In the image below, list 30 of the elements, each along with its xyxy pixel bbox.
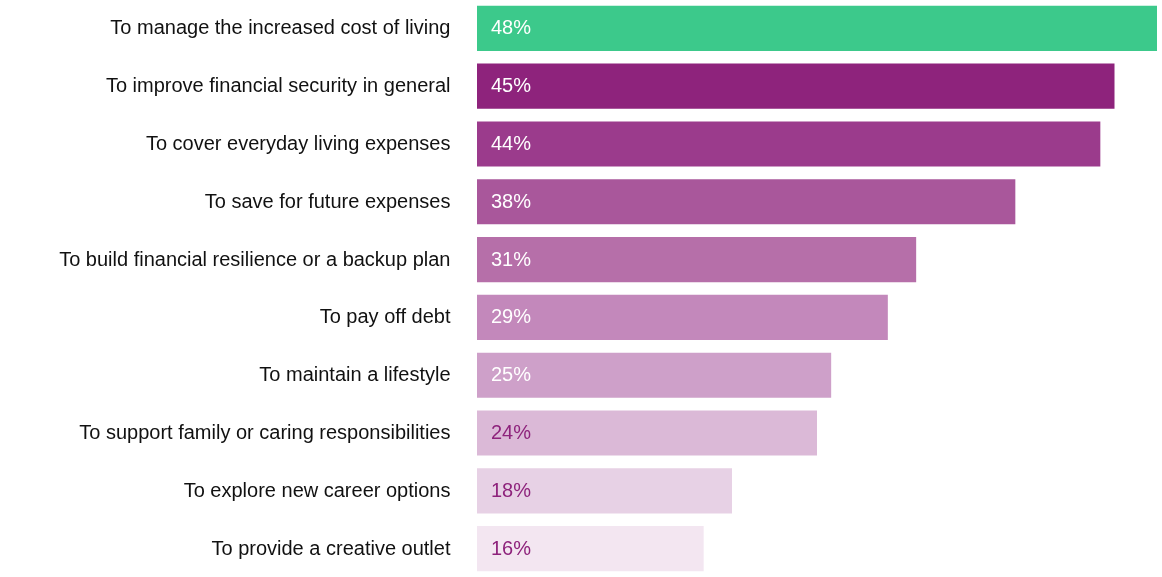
y-tick-label: To build financial resilience or a backup plan [59,247,451,270]
bar [477,63,1115,109]
y-tick-label: To explore new career options [183,478,451,501]
bar [477,526,704,572]
bar [477,352,832,398]
data-label: 25% [491,363,532,386]
data-label: 44% [491,131,532,154]
bar [477,294,888,340]
y-tick-label: To cover everyday living expenses [145,131,451,154]
data-label: 45% [491,74,532,97]
data-label: 24% [491,421,532,444]
data-label: 31% [491,247,532,270]
data-label: 48% [491,16,532,39]
bar [477,5,1157,51]
data-label: 38% [491,189,532,212]
y-tick-label: To save for future expenses [204,189,451,212]
y-tick-label: To maintain a lifestyle [259,363,451,386]
y-tick-label: To support family or caring responsibilities [79,421,451,444]
bar [477,237,917,283]
y-tick-label: To pay off debt [319,305,451,328]
bar [477,468,732,514]
bar [477,410,817,456]
bar [477,121,1101,167]
data-label: 29% [491,305,532,328]
y-tick-label: To improve financial security in general [105,74,451,97]
bar [477,179,1016,225]
data-label: 16% [491,536,532,559]
y-tick-label: To manage the increased cost of living [110,16,451,39]
y-tick-label: To provide a creative outlet [211,536,451,559]
data-label: 18% [491,478,532,501]
